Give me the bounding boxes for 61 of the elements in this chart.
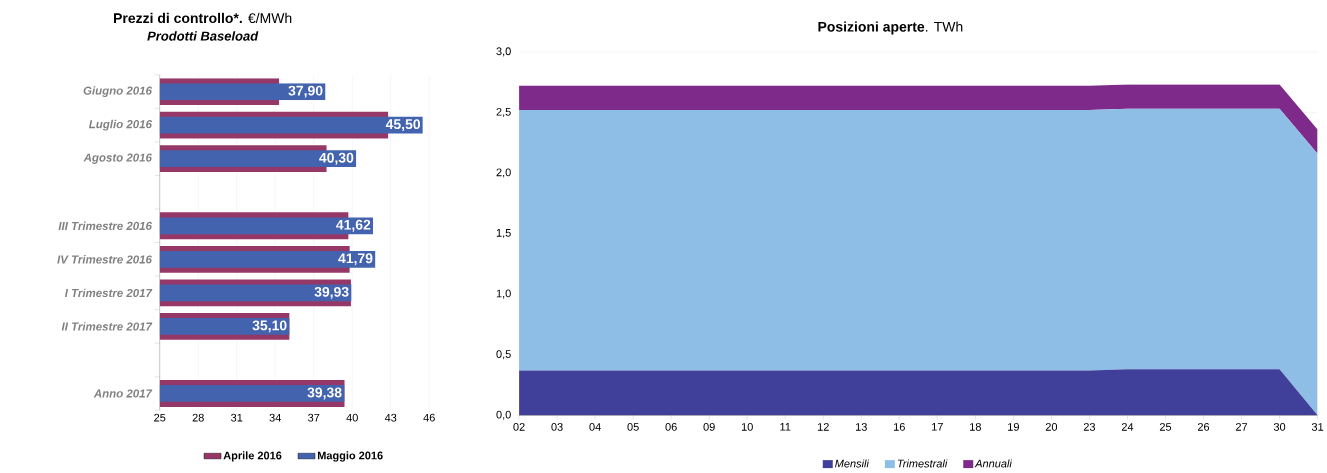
x-tick-label: 13: [856, 423, 867, 431]
x-tick-label: 26: [1197, 423, 1210, 431]
x-tick-label: 03: [551, 423, 563, 431]
data-label: 35,10: [252, 320, 287, 333]
x-tick-label: 24: [1121, 423, 1134, 431]
legend-label: Maggio 2016: [317, 451, 383, 462]
x-tick-label: 25: [154, 413, 166, 422]
x-tick-label: 02: [513, 423, 525, 431]
legend-label: Mensili: [835, 459, 870, 468]
data-label: 37,90: [288, 85, 323, 98]
x-tick-label: 17: [932, 423, 943, 431]
x-tick-label: 18: [970, 423, 981, 431]
x-tick-label: 10: [741, 423, 753, 431]
chart-title: Posizioni aperte. TWh: [818, 21, 963, 35]
x-tick-label: 34: [269, 413, 281, 422]
data-label: 41,62: [336, 219, 371, 232]
x-tick-label: 09: [703, 423, 715, 431]
data-label: 39,93: [314, 286, 349, 299]
y-tick-label: 3,0: [496, 47, 511, 57]
x-tick-label: 30: [1273, 423, 1286, 431]
x-tick-label: 19: [1008, 423, 1019, 431]
x-tick-label: 27: [1235, 423, 1248, 431]
x-tick-label: 23: [1083, 423, 1096, 431]
y-tick-label: 0,0: [496, 410, 511, 420]
x-tick-label: 37: [308, 413, 320, 422]
legend-label: Aprile 2016: [223, 451, 282, 462]
x-tick-label: 25: [1159, 423, 1172, 431]
y-tick-label: Giugno 2016: [83, 86, 152, 98]
y-tick-label: I Trimestre 2017: [64, 288, 153, 298]
y-tick-label: Anno 2017: [93, 389, 153, 398]
y-tick-label: Luglio 2016: [88, 119, 152, 131]
x-tick-label: 46: [423, 413, 435, 422]
y-tick-label: 2,0: [496, 168, 511, 178]
y-tick-label: III Trimestre 2016: [58, 221, 152, 231]
x-tick-label: 11: [780, 423, 791, 431]
y-tick-label: Agosto 2016: [83, 153, 152, 164]
x-tick-label: 20: [1045, 423, 1058, 431]
x-tick-label: 16: [894, 423, 905, 431]
x-tick-label: 40: [346, 413, 358, 422]
x-tick-label: 31: [1311, 423, 1324, 431]
x-tick-label: 31: [231, 413, 243, 422]
x-tick-label: 05: [627, 423, 639, 431]
x-tick-label: 28: [192, 413, 204, 422]
y-tick-label: 1,0: [496, 289, 511, 299]
y-tick-label: 1,5: [496, 229, 511, 239]
x-tick-label: 12: [817, 423, 829, 431]
y-tick-label: 2,5: [496, 108, 511, 118]
legend-label: Annuali: [974, 459, 1013, 468]
data-label: 40,30: [319, 152, 354, 165]
data-label: 39,38: [307, 387, 342, 400]
legend-label: Trimestrali: [897, 459, 948, 468]
data-label: 45,50: [385, 119, 421, 132]
y-tick-label: II Trimestre 2017: [61, 322, 153, 331]
data-label: 41,79: [338, 253, 373, 266]
x-tick-label: 06: [665, 423, 677, 431]
y-tick-label: 0,5: [496, 350, 511, 360]
chart-title: Prezzi di controllo*. €/MWh: [114, 12, 292, 24]
x-tick-label: 04: [589, 423, 601, 431]
chart-subtitle: Prodotti Baseload: [147, 31, 259, 41]
y-tick-label: IV Trimestre 2016: [57, 255, 152, 264]
x-tick-label: 43: [384, 413, 397, 422]
